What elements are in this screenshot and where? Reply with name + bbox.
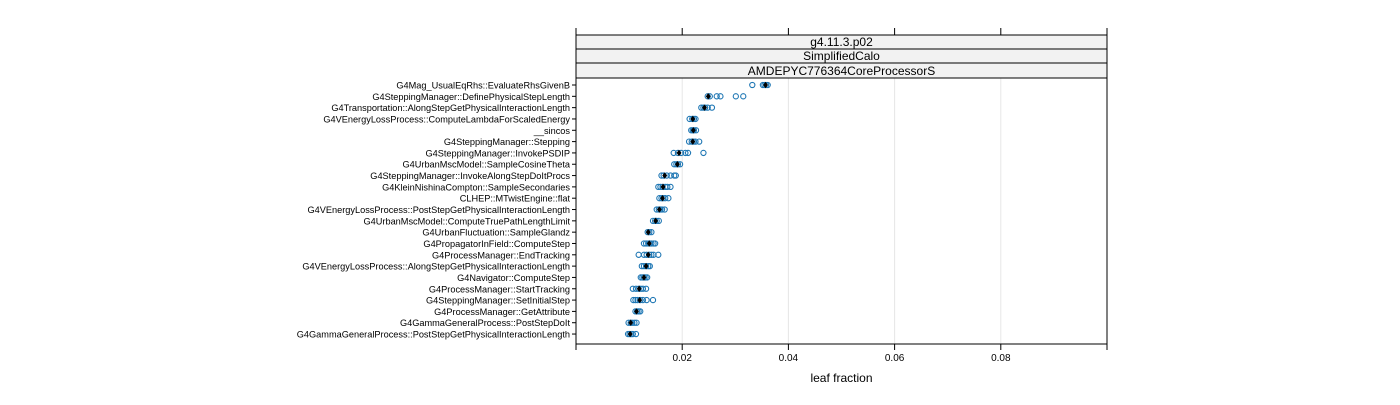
- y-tick-label: G4ProcessManager::GetAttribute: [434, 307, 570, 317]
- median-marker: [660, 195, 665, 202]
- y-tick-label: G4UrbanMscModel::ComputeTruePathLengthLi…: [364, 216, 571, 226]
- y-tick-label: G4VEnergyLossProcess::PostStepGetPhysica…: [308, 205, 571, 215]
- y-tick-label: G4UrbanFluctuation::SampleGlandz: [422, 228, 570, 238]
- y-tick-label: G4PropagatorInField::ComputeStep: [423, 239, 570, 249]
- observation-point: [670, 149, 677, 157]
- y-tick-label: G4ProcessManager::EndTracking: [432, 250, 570, 260]
- median-marker: [763, 81, 768, 89]
- median-marker: [662, 172, 668, 179]
- median-marker: [702, 104, 707, 111]
- observation-point: [640, 240, 648, 247]
- observation-point: [635, 251, 642, 258]
- strip-top-label: g4.11.3.p02: [810, 35, 873, 49]
- observation-point: [740, 93, 747, 100]
- y-axis-labels: G4Mag_UsualEqRhs::EvaluateRhsGivenBG4Ste…: [297, 81, 576, 340]
- y-tick-label: G4VEnergyLossProcess::ComputeLambdaForSc…: [323, 114, 570, 124]
- strip-middle: SimplifiedCalo: [575, 48, 1108, 64]
- median-marker: [628, 319, 634, 326]
- x-tick-label: 0.02: [672, 353, 692, 364]
- y-tick-label: G4ProcessManager::StartTracking: [429, 284, 570, 294]
- observation-point: [667, 183, 674, 191]
- median-marker: [690, 138, 696, 145]
- observation-point: [717, 93, 724, 100]
- x-axis: 0.02 0.04 0.06 0.08: [575, 344, 1108, 364]
- observation-point: [700, 149, 707, 157]
- y-tick-label: G4SteppingManager::DefinePhysicalStepLen…: [372, 92, 570, 102]
- y-tick-label: G4GammaGeneralProcess::PostStepGetPhysic…: [297, 330, 570, 340]
- x-tick-label: 0.04: [779, 353, 799, 364]
- median-marker: [675, 161, 680, 168]
- strip-top: g4.11.3.p02: [575, 34, 1108, 50]
- panel-border: [575, 77, 1108, 345]
- median-marker: [634, 308, 639, 315]
- observation-point: [651, 240, 659, 247]
- observation-point: [649, 296, 657, 304]
- x-tick-label: 0.08: [991, 353, 1011, 364]
- observation-point: [682, 149, 689, 157]
- observation-point: [642, 285, 650, 292]
- observation-point: [672, 172, 679, 179]
- strip-bottom-label: AMDEPYC776364CoreProcessorS: [748, 64, 935, 78]
- median-marker: [660, 183, 666, 191]
- observation-point: [732, 93, 739, 100]
- median-marker: [656, 206, 662, 213]
- y-tick-label: G4Transportation::AlongStepGetPhysicalIn…: [331, 103, 570, 113]
- observation-point: [630, 296, 637, 304]
- observation-point: [633, 319, 640, 326]
- observation-point: [749, 81, 756, 89]
- top-axis-ticks: [575, 28, 1108, 35]
- y-tick-label: G4KleinNishinaCompton::SampleSecondaries: [382, 182, 570, 192]
- observation-point: [655, 251, 662, 258]
- observation-point: [708, 104, 716, 111]
- y-tick-label: G4GammaGeneralProcess::PostStepDoIt: [400, 318, 570, 328]
- y-tick-label: G4SteppingManager::InvokeAlongStepDoItPr…: [370, 171, 570, 181]
- observation-point: [696, 138, 703, 145]
- median-marker: [643, 262, 649, 270]
- y-tick-label: G4UrbanMscModel::SampleCosineTheta: [403, 160, 571, 170]
- strip-bottom-background: [575, 62, 1108, 79]
- median-marker: [705, 93, 711, 100]
- median-marker: [645, 251, 651, 258]
- x-axis-label: leaf fraction: [810, 371, 872, 385]
- y-tick-label: G4SteppingManager::Stepping: [444, 137, 570, 147]
- y-tick-label: CLHEP::MTwistEngine::flat: [460, 194, 571, 204]
- y-tick-label: __sincos: [533, 126, 571, 136]
- observation-point: [661, 206, 668, 213]
- grid-layer: [681, 78, 1002, 344]
- median-marker: [641, 274, 647, 281]
- y-tick-label: G4Navigator::ComputeStep: [457, 273, 570, 283]
- y-tick-label: G4SteppingManager::InvokePSDIP: [425, 148, 570, 158]
- median-marker: [690, 127, 696, 134]
- strip-middle-label: SimplifiedCalo: [803, 49, 880, 63]
- observation-point: [632, 330, 640, 338]
- median-markers: [627, 81, 768, 338]
- median-marker: [637, 296, 643, 304]
- median-marker: [627, 330, 633, 338]
- median-marker: [690, 115, 696, 123]
- observation-point: [713, 93, 720, 100]
- observation-point: [665, 195, 672, 202]
- observation-points: [624, 81, 771, 338]
- observation-point: [643, 296, 650, 304]
- median-marker: [636, 285, 642, 292]
- median-marker: [645, 228, 651, 236]
- y-tick-label: G4VEnergyLossProcess::AlongStepGetPhysic…: [302, 262, 570, 272]
- observation-point: [629, 285, 636, 292]
- observation-point: [684, 149, 692, 157]
- y-tick-label: G4Mag_UsualEqRhs::EvaluateRhsGivenB: [396, 81, 570, 91]
- median-marker: [676, 149, 682, 157]
- median-marker: [653, 217, 659, 225]
- strip-bottom: AMDEPYC776364CoreProcessorS: [575, 62, 1108, 79]
- y-tick-label: G4SteppingManager::SetInitialStep: [426, 296, 570, 306]
- median-marker: [646, 240, 652, 247]
- x-tick-label: 0.06: [885, 353, 905, 364]
